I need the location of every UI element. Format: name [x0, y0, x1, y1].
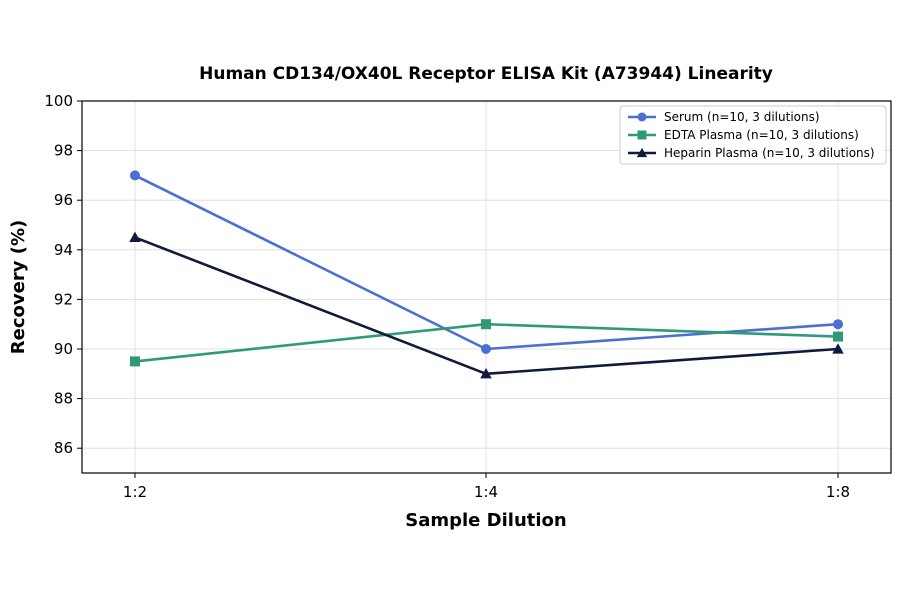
series-3	[129, 231, 844, 379]
y-tick-label: 100	[44, 92, 73, 110]
data-point	[481, 344, 491, 354]
legend-marker	[637, 130, 647, 140]
data-point	[832, 343, 844, 354]
data-point	[129, 231, 141, 242]
y-tick-label: 96	[54, 191, 73, 209]
chart-title: Human CD134/OX40L Receptor ELISA Kit (A7…	[199, 64, 773, 84]
legend-box	[619, 105, 887, 165]
y-axis-label: Recovery (%)	[8, 220, 29, 354]
data-point	[130, 170, 140, 181]
legend-item: EDTA Plasma (n=10, 3 dilutions)	[628, 128, 859, 142]
x-tick-label: 1:2	[123, 483, 147, 501]
legend-label: Serum (n=10, 3 dilutions)	[664, 110, 820, 124]
legend-label: EDTA Plasma (n=10, 3 dilutions)	[664, 128, 859, 142]
data-point	[481, 319, 491, 330]
legend-item: Serum (n=10, 3 dilutions)	[628, 110, 820, 124]
y-tick-label: 92	[54, 290, 73, 308]
data-point	[130, 356, 140, 367]
legend-item: Heparin Plasma (n=10, 3 dilutions)	[628, 146, 875, 160]
axis-ticks: 86 88 90 92 94 96 98 100 1:2 1:4 1:8	[44, 92, 850, 501]
y-tick-label: 88	[54, 390, 73, 408]
y-tick-label: 94	[54, 241, 73, 259]
y-tick-label: 90	[54, 340, 73, 358]
legend-label: Heparin Plasma (n=10, 3 dilutions)	[664, 146, 875, 160]
x-tick-label: 1:4	[474, 483, 498, 501]
data-point	[833, 331, 843, 342]
y-tick-label: 98	[54, 142, 73, 160]
x-tick-label: 1:8	[826, 483, 850, 501]
data-point	[480, 368, 492, 379]
legend-marker	[637, 112, 647, 122]
series-layer	[129, 170, 844, 379]
y-tick-label: 86	[54, 439, 73, 457]
data-point	[833, 319, 843, 330]
legend-marker	[636, 147, 648, 158]
legend: Serum (n=10, 3 dilutions) EDTA Plasma (n=…	[619, 105, 887, 165]
x-axis-label: Sample Dilution	[405, 510, 566, 531]
series-2	[130, 319, 843, 367]
